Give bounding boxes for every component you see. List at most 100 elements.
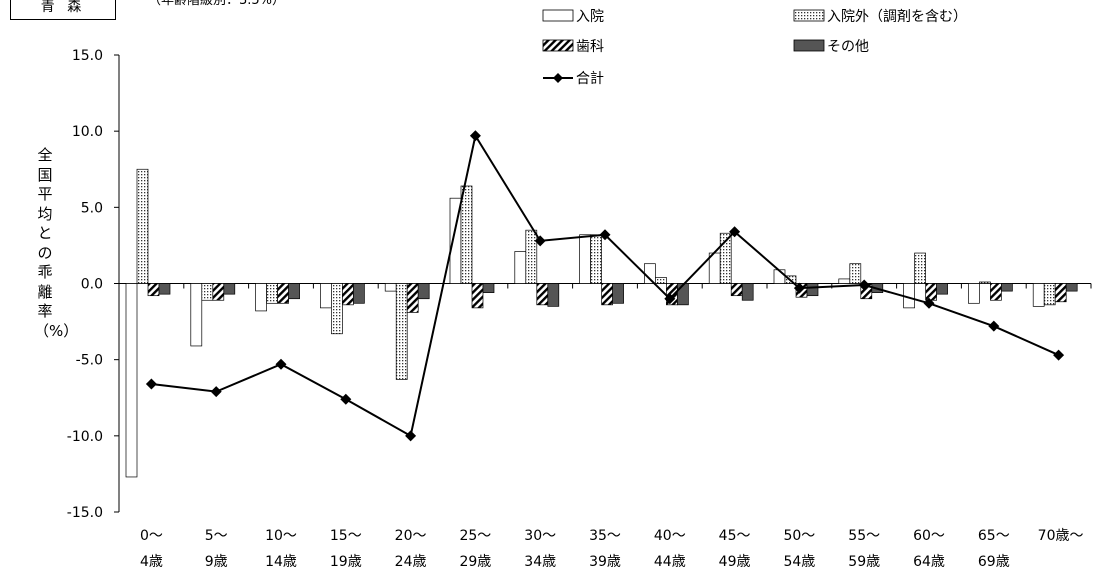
x-category-label: 34歳 bbox=[524, 554, 556, 570]
y-tick-label: 15.0 bbox=[72, 48, 103, 64]
x-category-label: 20～ bbox=[395, 528, 427, 544]
legend-label: 歯科 bbox=[576, 39, 604, 55]
legend-swatch bbox=[793, 9, 825, 22]
bar-plain bbox=[644, 263, 656, 284]
bar-solid bbox=[936, 283, 948, 295]
bar-dotted bbox=[849, 263, 862, 284]
bar-dotted bbox=[266, 283, 278, 304]
bar-solid bbox=[547, 283, 560, 307]
legend-swatch bbox=[542, 9, 574, 22]
x-category-label: 54歳 bbox=[783, 554, 815, 570]
bar-plain bbox=[190, 283, 203, 347]
bar-solid bbox=[741, 283, 754, 301]
x-category-label: 9歳 bbox=[205, 554, 228, 570]
legend-swatch bbox=[542, 39, 574, 52]
legend-label: 合計 bbox=[576, 71, 604, 87]
bar-solid bbox=[612, 283, 624, 304]
bar-plain bbox=[579, 234, 591, 284]
y-tick-label: 0.0 bbox=[81, 277, 103, 293]
x-category-label: 45～ bbox=[719, 528, 751, 544]
bar-hatched bbox=[536, 283, 549, 306]
bar-dotted bbox=[136, 168, 149, 284]
x-category-label: 49歳 bbox=[719, 554, 751, 570]
bar-plain bbox=[125, 283, 138, 478]
bar-plain bbox=[320, 283, 332, 309]
bar-dotted bbox=[201, 283, 214, 301]
bar-solid bbox=[353, 283, 365, 304]
total-point bbox=[923, 297, 935, 309]
bar-solid bbox=[1001, 283, 1013, 292]
bar-plain bbox=[838, 278, 851, 284]
bar-dotted bbox=[525, 229, 538, 284]
x-category-label: 10～ bbox=[265, 528, 297, 544]
x-category-label: 29歳 bbox=[459, 554, 491, 570]
bar-plain bbox=[514, 251, 527, 284]
y-tick-label: 10.0 bbox=[72, 124, 103, 140]
x-category-label: 24歳 bbox=[395, 554, 427, 570]
bar-plain bbox=[255, 283, 267, 312]
x-category-label: 25～ bbox=[459, 528, 491, 544]
x-category-label: 60～ bbox=[913, 528, 945, 544]
x-category-label: 70歳～ bbox=[1038, 528, 1084, 544]
bar-dotted bbox=[460, 185, 473, 284]
bar-hatched bbox=[925, 283, 937, 301]
x-category-label: 19歳 bbox=[330, 554, 362, 570]
x-category-label: 5～ bbox=[205, 528, 228, 544]
bar-hatched bbox=[990, 283, 1002, 301]
bar-hatched bbox=[406, 283, 419, 313]
total-point bbox=[793, 282, 805, 294]
bar-dotted bbox=[1043, 283, 1056, 306]
total-point bbox=[405, 430, 417, 442]
bar-plain bbox=[384, 283, 397, 292]
region-label-box: 青 森 bbox=[10, 0, 116, 20]
total-point bbox=[988, 320, 1000, 332]
bar-dotted bbox=[395, 283, 408, 380]
x-category-label: 15～ bbox=[330, 528, 362, 544]
x-category-label: 39歳 bbox=[589, 554, 621, 570]
bar-dotted bbox=[979, 281, 991, 284]
header-note: （年齢階級別：3.5%） bbox=[148, 0, 286, 8]
legend-line-marker bbox=[553, 73, 563, 83]
y-tick-label: -5.0 bbox=[76, 353, 103, 369]
bar-plain bbox=[1032, 283, 1045, 307]
x-category-label: 65～ bbox=[978, 528, 1010, 544]
bar-hatched bbox=[1054, 283, 1067, 303]
x-category-label: 0～ bbox=[140, 528, 163, 544]
bar-dotted bbox=[590, 234, 602, 284]
bar-solid bbox=[482, 283, 495, 293]
y-axis-label: 全国平均との乖離率（%） bbox=[34, 146, 79, 340]
bar-hatched bbox=[147, 283, 160, 297]
x-category-label: 69歳 bbox=[978, 554, 1010, 570]
bar-solid bbox=[417, 283, 430, 300]
bar-dotted bbox=[719, 232, 732, 284]
total-point bbox=[664, 293, 676, 305]
bar-solid bbox=[288, 283, 300, 300]
bar-solid bbox=[158, 283, 171, 295]
bar-solid bbox=[677, 283, 689, 306]
legend-swatch bbox=[793, 39, 825, 52]
x-category-label: 40～ bbox=[654, 528, 686, 544]
bar-hatched bbox=[212, 283, 225, 301]
total-point bbox=[599, 229, 611, 241]
x-category-label: 59歳 bbox=[848, 554, 880, 570]
x-category-label: 4歳 bbox=[140, 554, 163, 570]
bar-hatched bbox=[730, 283, 743, 297]
bar-solid bbox=[806, 283, 819, 297]
bar-solid bbox=[223, 283, 236, 295]
legend-label: 入院 bbox=[576, 9, 604, 25]
bar-hatched bbox=[277, 283, 289, 304]
total-point bbox=[340, 393, 352, 405]
bar-dotted bbox=[655, 277, 667, 284]
bar-plain bbox=[968, 283, 980, 304]
total-point bbox=[534, 235, 546, 247]
total-point bbox=[145, 378, 157, 390]
x-category-label: 44歳 bbox=[654, 554, 686, 570]
x-category-label: 55～ bbox=[848, 528, 880, 544]
bar-dotted bbox=[331, 283, 343, 335]
total-point bbox=[729, 226, 741, 238]
x-category-label: 14歳 bbox=[265, 554, 297, 570]
total-point bbox=[469, 130, 481, 142]
y-tick-label: -15.0 bbox=[67, 505, 103, 521]
total-point bbox=[858, 279, 870, 291]
